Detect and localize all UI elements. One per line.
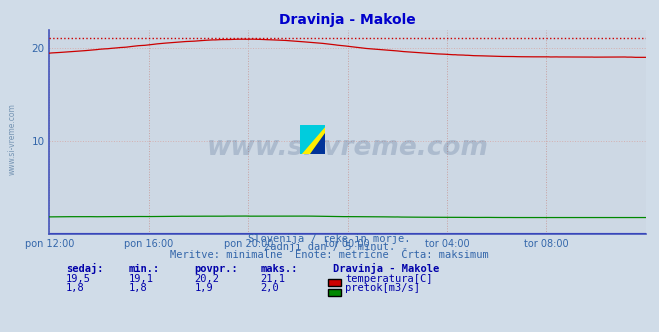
Text: zadnji dan / 5 minut.: zadnji dan / 5 minut. <box>264 242 395 252</box>
Text: 20,2: 20,2 <box>194 274 219 284</box>
Title: Dravinja - Makole: Dravinja - Makole <box>279 13 416 27</box>
Text: www.si-vreme.com: www.si-vreme.com <box>207 135 488 161</box>
Text: maks.:: maks.: <box>260 264 298 274</box>
Text: temperatura[C]: temperatura[C] <box>345 274 433 284</box>
Text: 1,8: 1,8 <box>66 284 84 293</box>
Polygon shape <box>300 124 325 154</box>
Text: sedaj:: sedaj: <box>66 263 103 274</box>
Text: min.:: min.: <box>129 264 159 274</box>
Text: 19,1: 19,1 <box>129 274 154 284</box>
Text: 19,5: 19,5 <box>66 274 91 284</box>
Text: 1,8: 1,8 <box>129 284 147 293</box>
Polygon shape <box>300 124 325 154</box>
Polygon shape <box>310 133 325 154</box>
Text: 1,9: 1,9 <box>194 284 213 293</box>
Text: pretok[m3/s]: pretok[m3/s] <box>345 284 420 293</box>
Text: Dravinja - Makole: Dravinja - Makole <box>333 263 439 274</box>
Text: 21,1: 21,1 <box>260 274 285 284</box>
Text: www.si-vreme.com: www.si-vreme.com <box>8 104 17 175</box>
Text: povpr.:: povpr.: <box>194 264 238 274</box>
Text: Meritve: minimalne  Enote: metrične  Črta: maksimum: Meritve: minimalne Enote: metrične Črta:… <box>170 250 489 260</box>
Text: Slovenija / reke in morje.: Slovenija / reke in morje. <box>248 234 411 244</box>
Text: 2,0: 2,0 <box>260 284 279 293</box>
